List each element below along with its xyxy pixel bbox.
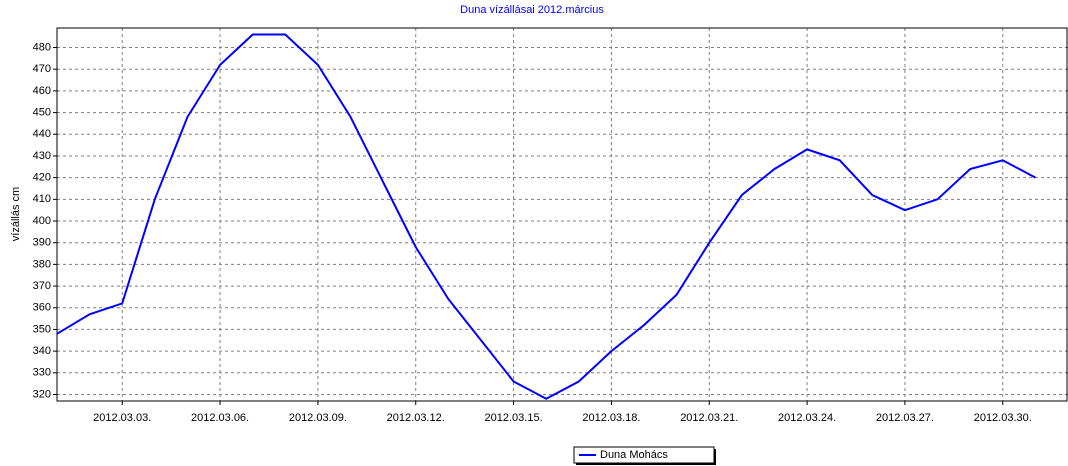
- y-tick-label: 430: [33, 150, 51, 162]
- plot-area: [57, 28, 1067, 401]
- y-tick-label: 440: [33, 128, 51, 140]
- y-tick-label: 480: [33, 41, 51, 53]
- x-tick-label: 2012.03.03.: [93, 412, 151, 424]
- chart-title: Duna vízállásai 2012.március: [460, 4, 604, 16]
- x-tick-label: 2012.03.18.: [582, 412, 640, 424]
- y-tick-label: 360: [33, 302, 51, 314]
- y-tick-label: 420: [33, 172, 51, 184]
- y-tick-label: 470: [33, 63, 51, 75]
- x-tick-label: 2012.03.30.: [974, 412, 1032, 424]
- data-line: [56, 33, 1036, 400]
- legend-label: Duna Mohács: [600, 449, 668, 461]
- plot-border: [56, 27, 1068, 402]
- y-tick-label: 410: [33, 193, 51, 205]
- y-tick-label: 460: [33, 85, 51, 97]
- y-tick-label: 340: [33, 345, 51, 357]
- x-tick-label: 2012.03.15.: [485, 412, 543, 424]
- x-tick-label: 2012.03.24.: [778, 412, 836, 424]
- x-tick-label: 2012.03.06.: [191, 412, 249, 424]
- x-tick-label: 2012.03.21.: [680, 412, 738, 424]
- y-tick-label: 350: [33, 323, 51, 335]
- y-tick-label: 370: [33, 280, 51, 292]
- y-tick-label: 330: [33, 367, 51, 379]
- y-tick-label: 320: [33, 388, 51, 400]
- x-tick-label: 2012.03.12.: [387, 412, 445, 424]
- y-tick-label: 400: [33, 215, 51, 227]
- x-tick-label: 2012.03.09.: [289, 412, 347, 424]
- y-tick-label: 380: [33, 258, 51, 270]
- legend-box: [573, 446, 715, 464]
- y-tick-label: 450: [33, 106, 51, 118]
- x-tick-label: 2012.03.27.: [876, 412, 934, 424]
- y-tick-label: 390: [33, 237, 51, 249]
- y-axis-label: vízállás cm: [10, 187, 22, 241]
